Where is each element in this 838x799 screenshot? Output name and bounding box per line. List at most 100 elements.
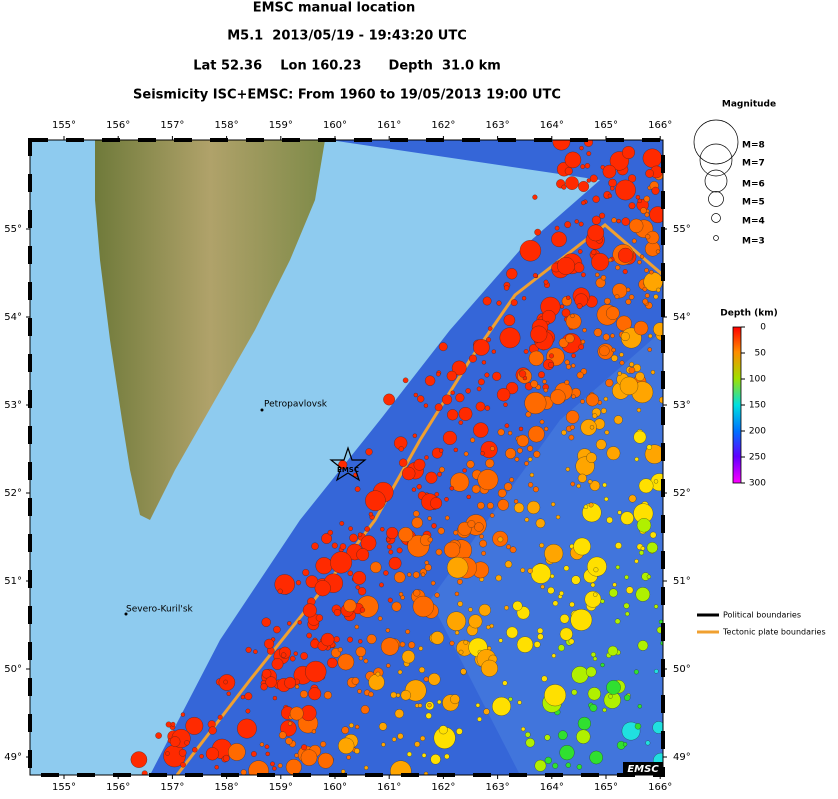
quake-dot xyxy=(642,298,649,305)
quake-dot xyxy=(569,424,575,430)
quake-dot xyxy=(612,283,628,299)
quake-dot xyxy=(610,333,615,339)
quake-dot xyxy=(565,176,579,190)
quake-dot xyxy=(533,641,541,648)
quake-dot xyxy=(483,708,490,715)
quake-dot xyxy=(518,426,524,432)
quake-dot xyxy=(397,669,403,675)
quake-dot xyxy=(581,272,586,278)
quake-dot xyxy=(339,521,345,526)
quake-dot xyxy=(618,247,633,263)
epicenter-label: EMSC xyxy=(337,466,359,474)
quake-dot xyxy=(573,537,591,556)
quake-dot xyxy=(551,231,567,248)
quake-dot xyxy=(578,344,584,350)
quake-dot xyxy=(477,716,482,722)
quake-dot xyxy=(580,419,597,436)
quake-dot xyxy=(571,689,578,696)
quake-dot xyxy=(358,656,364,661)
lon-label: 163° xyxy=(486,782,510,793)
quake-dot xyxy=(466,494,471,500)
quake-dot xyxy=(552,140,571,151)
quake-dot xyxy=(590,652,596,658)
quake-dot xyxy=(533,486,539,493)
quake-dot xyxy=(585,393,599,407)
quake-dot xyxy=(504,560,513,568)
quake-dot xyxy=(583,504,589,509)
quake-dot xyxy=(320,741,327,748)
quake-dot xyxy=(397,733,404,740)
quake-dot xyxy=(624,694,631,701)
quake-dot xyxy=(421,753,427,758)
quake-dot xyxy=(402,377,409,384)
quake-dot xyxy=(222,754,230,762)
quake-dot xyxy=(308,687,322,701)
quake-dot xyxy=(450,694,460,705)
quake-dot xyxy=(277,588,283,594)
quake-dot xyxy=(503,285,510,291)
lon-label: 160° xyxy=(323,782,347,793)
quake-dot xyxy=(438,342,448,352)
lat-label: 55° xyxy=(4,224,22,235)
quake-dot xyxy=(599,212,606,219)
quake-dot xyxy=(180,712,186,717)
quake-dot xyxy=(217,714,223,720)
quake-dot xyxy=(495,574,502,582)
quake-dot xyxy=(478,378,485,386)
quake-dot xyxy=(615,565,620,570)
quake-dot xyxy=(468,614,483,629)
quake-dot xyxy=(401,650,415,664)
quake-dot xyxy=(585,666,597,678)
quake-dot xyxy=(640,207,647,214)
lon-label: 163° xyxy=(486,120,510,131)
map xyxy=(30,140,663,775)
quake-dot xyxy=(458,407,473,421)
quake-dot xyxy=(265,751,270,757)
quake-dot xyxy=(528,457,533,462)
quake-dot xyxy=(473,339,490,356)
quake-dot xyxy=(579,145,584,151)
quake-dot xyxy=(437,699,442,705)
quake-dot xyxy=(423,403,429,408)
quake-dot xyxy=(593,592,598,597)
quake-dot xyxy=(413,589,421,597)
quake-dot xyxy=(439,448,444,453)
quake-dot xyxy=(285,759,302,775)
quake-dot xyxy=(436,371,441,377)
quake-dot xyxy=(505,448,516,459)
quake-dot xyxy=(503,314,516,326)
magnitude-circle xyxy=(704,169,728,193)
quake-dot xyxy=(564,379,570,385)
quake-dot xyxy=(446,611,466,631)
quake-dot xyxy=(566,295,571,300)
lon-label: 166° xyxy=(648,782,672,793)
quake-dot xyxy=(402,466,416,481)
depth-label: 150 xyxy=(749,401,766,411)
quake-dot xyxy=(300,652,308,660)
quake-dot xyxy=(530,563,551,584)
quake-dot xyxy=(355,585,361,590)
quake-dot xyxy=(514,502,525,513)
quake-dot xyxy=(580,399,585,404)
quake-dot xyxy=(273,625,281,634)
quake-dot xyxy=(656,287,661,293)
quake-dot xyxy=(619,376,639,396)
quake-dot xyxy=(330,551,353,574)
quake-dot xyxy=(592,656,598,661)
quake-dot xyxy=(647,347,652,352)
lon-label: 160° xyxy=(323,120,347,131)
quake-dot xyxy=(385,628,390,633)
seismicity: Seismicity ISC+EMSC: From 1960 to 19/05/… xyxy=(133,88,561,103)
quake-dot xyxy=(608,694,613,699)
quake-dot xyxy=(343,599,357,613)
quake-dot xyxy=(240,769,247,775)
place-dot xyxy=(124,612,128,616)
quake-dot xyxy=(614,618,621,625)
quake-dot xyxy=(614,294,620,299)
lat-label: 52° xyxy=(4,488,22,499)
quake-dot xyxy=(650,370,656,375)
quake-dot xyxy=(497,428,505,436)
magnitude-circle xyxy=(708,191,724,207)
quake-dot xyxy=(609,588,618,598)
lat-label: 52° xyxy=(673,488,691,499)
